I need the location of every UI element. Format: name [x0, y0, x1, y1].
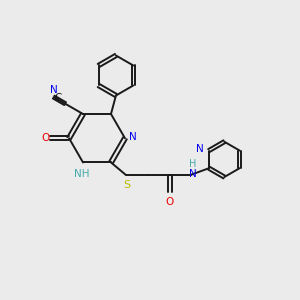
- Text: H: H: [189, 159, 196, 170]
- Text: S: S: [123, 180, 130, 190]
- Text: NH: NH: [74, 169, 89, 179]
- Text: N: N: [129, 132, 137, 142]
- Text: N: N: [50, 85, 58, 95]
- Text: O: O: [41, 133, 50, 143]
- Text: O: O: [166, 197, 174, 207]
- Text: N: N: [196, 144, 204, 154]
- Text: C: C: [54, 92, 61, 103]
- Text: N: N: [189, 169, 196, 179]
